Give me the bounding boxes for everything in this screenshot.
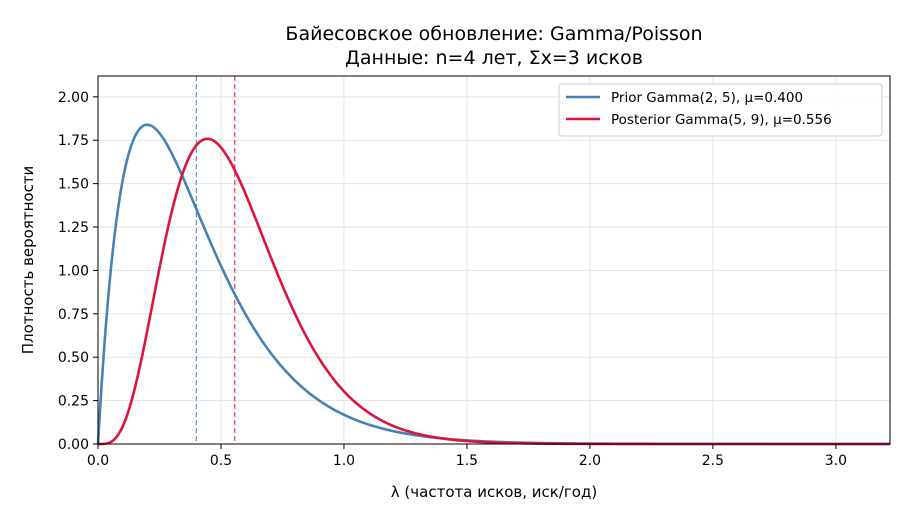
x-tick-label: 2.5	[702, 453, 724, 469]
legend-box	[558, 83, 883, 137]
prior-curve	[96, 123, 890, 446]
y-tick-label: 1.50	[58, 177, 89, 193]
legend-prior-label: Prior Gamma(2, 5), μ=0.400	[611, 90, 803, 106]
y-tick-label: 2.00	[58, 90, 89, 106]
y-tick-label: 0.75	[58, 307, 89, 323]
grid	[97, 76, 890, 445]
legend-posterior-label: Posterior Gamma(5, 9), μ=0.556	[611, 112, 832, 128]
y-tick-label: 1.25	[58, 220, 89, 236]
y-axis: 0.00 0.25 0.50 0.75 1.00 1.25 1.50 1.75 2.00	[58, 90, 98, 453]
x-tick-label: 2.0	[579, 453, 601, 469]
plot-area	[96, 123, 890, 446]
posterior-curve	[98, 137, 890, 446]
y-tick-label: 0.00	[58, 437, 89, 453]
y-tick-label: 1.75	[58, 133, 89, 149]
x-tick-label: 3.0	[825, 453, 847, 469]
x-tick-label: 1.5	[456, 453, 478, 469]
y-tick-label: 1.00	[58, 263, 89, 279]
y-tick-label: 0.25	[58, 394, 89, 410]
x-tick-label: 1.0	[333, 453, 355, 469]
axes-frame	[97, 75, 891, 445]
legend: Prior Gamma(2, 5), μ=0.400 Posterior Gam…	[558, 83, 883, 137]
y-tick-label: 0.50	[58, 350, 89, 366]
y-axis-label: Плотность вероятности	[19, 166, 37, 355]
x-tick-label: 0.0	[87, 453, 109, 469]
x-axis: 0.0 0.5 1.0 1.5 2.0 2.5 3.0	[87, 444, 847, 469]
x-tick-label: 0.5	[210, 453, 232, 469]
chart-title: Байесовское обновление: Gamma/Poisson	[285, 23, 702, 45]
x-axis-label: λ (частота исков, иск/год)	[391, 483, 597, 501]
reference-lines	[195, 76, 236, 444]
chart-subtitle: Данные: n=4 лет, Σx=3 исков	[345, 47, 643, 69]
